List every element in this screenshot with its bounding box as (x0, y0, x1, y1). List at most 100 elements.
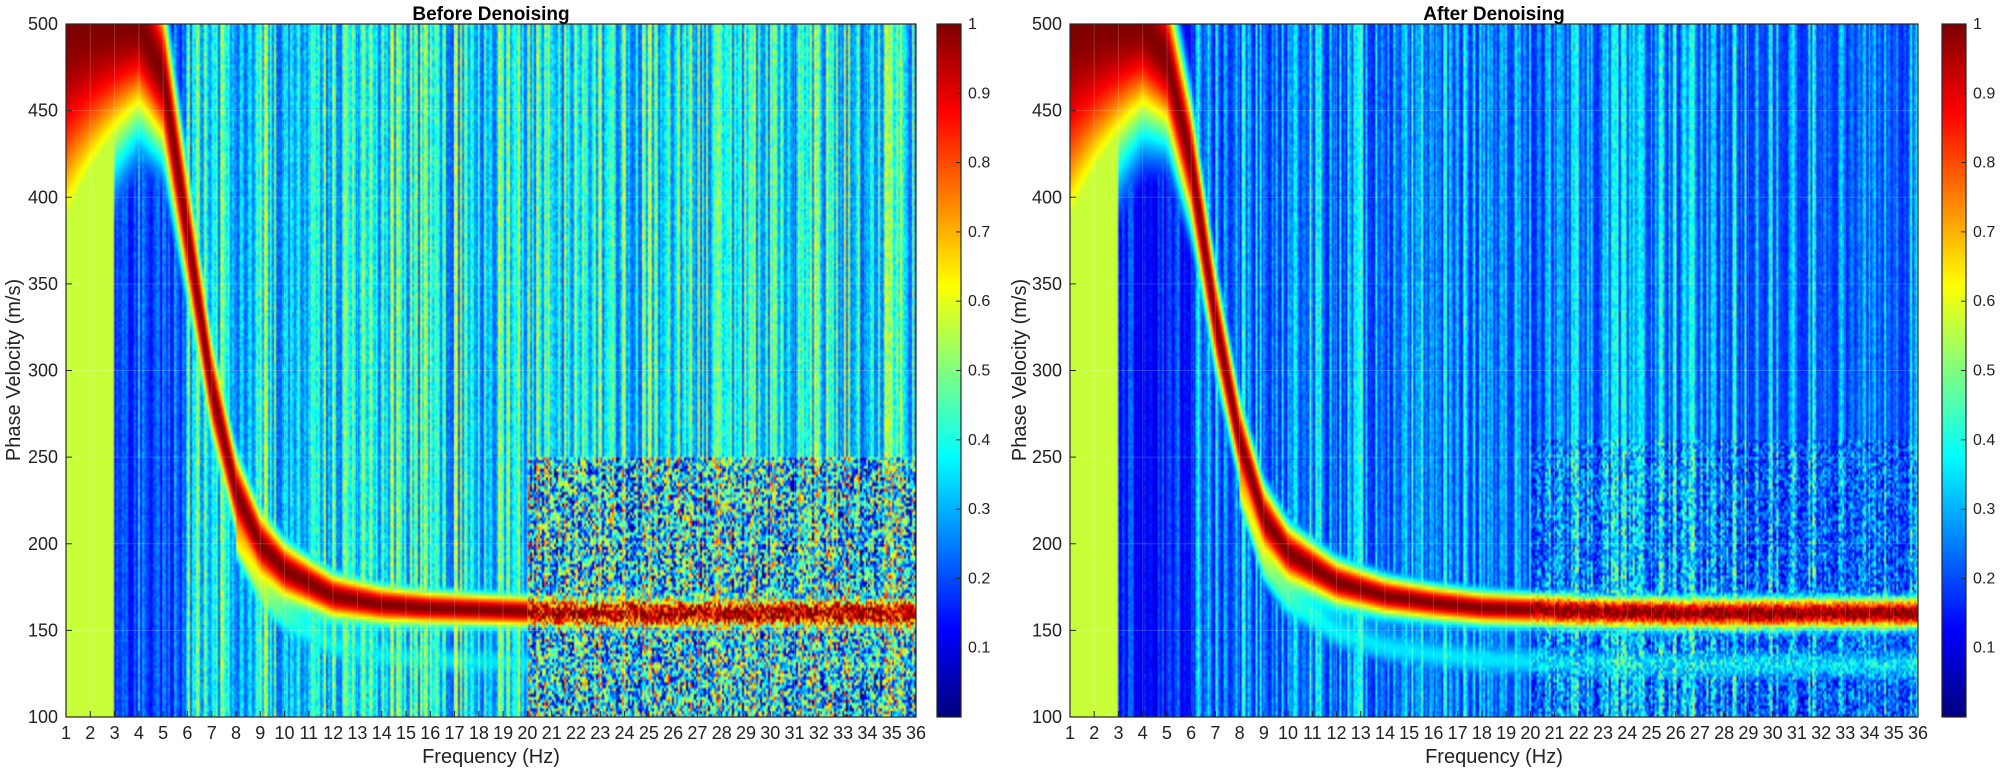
x-tick-label: 23 (1593, 723, 1613, 743)
x-tick-label: 15 (396, 723, 416, 743)
heatmap-image (66, 24, 916, 717)
x-tick-label: 35 (1884, 723, 1904, 743)
y-tick-label: 450 (1032, 101, 1062, 121)
x-tick-label: 21 (542, 723, 562, 743)
grid-lines (1069, 23, 1919, 718)
y-tick-label: 350 (28, 274, 58, 294)
colorbar-tick-label: 0.6 (968, 293, 990, 310)
x-tick-label: 8 (231, 723, 241, 743)
x-tick-label: 22 (1569, 723, 1589, 743)
y-tick-label: 150 (28, 620, 58, 640)
colorbar-tick-label: 0.3 (1973, 501, 1995, 518)
x-tick-label: 6 (1186, 723, 1196, 743)
x-tick-label: 1 (61, 723, 71, 743)
x-tick-label: 33 (833, 723, 853, 743)
x-tick-label: 3 (110, 723, 120, 743)
x-tick-label: 35 (882, 723, 902, 743)
colorbar-tick-label: 0.2 (968, 570, 990, 587)
chart-title: After Denoising (1423, 4, 1564, 25)
x-tick-label: 1 (1065, 723, 1075, 743)
y-tick-label: 150 (1032, 620, 1062, 640)
x-tick-label: 13 (347, 723, 367, 743)
colorbar-tick-label: 0.9 (968, 85, 990, 102)
colorbar-tick-label: 0.7 (968, 224, 990, 241)
colorbar-tick-label: 0.1 (1973, 640, 1995, 657)
x-tick-label: 18 (469, 723, 489, 743)
chart-after-denoising: After Denoising 1 2 3 4 5 6 7 8 9 10 11 12 13 14 15 16 1… (1009, 4, 1995, 768)
x-tick-label: 16 (1423, 723, 1443, 743)
x-tick-label: 29 (736, 723, 756, 743)
colorbar-tick-label: 0.9 (1973, 85, 1995, 102)
x-tick-label: 10 (1278, 723, 1298, 743)
x-tick-label: 28 (1714, 723, 1734, 743)
y-tick-label: 100 (28, 707, 58, 727)
x-tick-label: 17 (1448, 723, 1468, 743)
y-tick-label: 200 (1032, 534, 1062, 554)
x-tick-label: 31 (785, 723, 805, 743)
x-tick-label: 32 (1811, 723, 1831, 743)
x-tick-label: 13 (1351, 723, 1371, 743)
colorbar-tick-label: 0.4 (1973, 432, 1995, 449)
chart-title: Before Denoising (412, 4, 569, 25)
chart-before-denoising: Before Denoising 1 2 3 4 5 6 7 8 9 10 11 12 13 14 15 16… (3, 4, 990, 768)
y-tick-label: 100 (1032, 707, 1062, 727)
x-tick-label: 25 (1641, 723, 1661, 743)
x-tick-label: 8 (1235, 723, 1245, 743)
x-axis-label: Frequency (Hz) (422, 746, 560, 768)
x-tick-label: 14 (372, 723, 392, 743)
x-tick-label: 21 (1545, 723, 1565, 743)
colorbar-tick-label: 0.5 (1973, 363, 1995, 380)
x-tick-label: 29 (1738, 723, 1758, 743)
x-tick-label: 7 (1210, 723, 1220, 743)
x-tick-label: 20 (1520, 723, 1540, 743)
colorbar-ticks: 0.1 0.2 0.3 0.4 0.5 0.6 0.7 0.8 0.9 1 (956, 16, 990, 657)
x-tick-label: 16 (420, 723, 440, 743)
x-tick-label: 18 (1472, 723, 1492, 743)
x-tick-label: 25 (639, 723, 659, 743)
colorbar-tick-label: 0.8 (968, 155, 990, 172)
x-tick-label: 6 (182, 723, 192, 743)
x-tick-label: 30 (760, 723, 780, 743)
x-tick-label: 23 (590, 723, 610, 743)
y-tick-label: 200 (28, 534, 58, 554)
x-axis-label: Frequency (Hz) (1425, 746, 1563, 768)
y-tick-label: 400 (1032, 187, 1062, 207)
x-tick-label: 26 (1666, 723, 1686, 743)
x-tick-label: 11 (300, 723, 319, 743)
x-tick-label: 5 (1162, 723, 1172, 743)
x-tick-label: 24 (615, 723, 635, 743)
colorbar-tick-label: 0.8 (1973, 155, 1995, 172)
x-tick-label: 26 (663, 723, 683, 743)
x-tick-label: 7 (207, 723, 217, 743)
x-tick-label: 17 (445, 723, 465, 743)
x-tick-label: 2 (85, 723, 95, 743)
colorbar-tick-label: 0.5 (968, 363, 990, 380)
x-tick-label: 31 (1787, 723, 1807, 743)
x-tick-label: 9 (1259, 723, 1269, 743)
x-tick-label: 33 (1835, 723, 1855, 743)
colorbar-tick-label: 0.3 (968, 501, 990, 518)
heatmap-image (1070, 24, 1918, 717)
colorbar-tick-label: 0.6 (1973, 293, 1995, 310)
x-tick-label: 28 (712, 723, 732, 743)
x-tick-label: 14 (1375, 723, 1395, 743)
x-tick-label: 3 (1113, 723, 1123, 743)
x-axis-ticks: 1 2 3 4 5 6 7 8 9 10 11 12 13 14 15 16 17 18 19 20 21 22 23 24 2… (1065, 711, 1928, 743)
colorbar-tick-label: 1 (1973, 16, 1982, 33)
y-axis-ticks: 100 150 200 250 300 350 400 450 500 (1032, 14, 1076, 727)
x-tick-label: 12 (323, 723, 343, 743)
x-tick-label: 34 (1860, 723, 1880, 743)
x-axis-ticks: 1 2 3 4 5 6 7 8 9 10 11 12 13 14 15 16 17 18 19 20 21 22 23 24 2… (61, 711, 926, 743)
x-tick-label: 2 (1089, 723, 1099, 743)
y-tick-label: 500 (28, 14, 58, 34)
colorbar-ticks: 0.1 0.2 0.3 0.4 0.5 0.6 0.7 0.8 0.9 1 (1961, 16, 1995, 657)
colorbar-tick-label: 1 (968, 16, 977, 33)
y-tick-label: 400 (28, 187, 58, 207)
x-tick-label: 19 (493, 723, 513, 743)
y-tick-label: 500 (1032, 14, 1062, 34)
x-tick-label: 27 (1690, 723, 1710, 743)
colorbar-tick-label: 0.2 (1973, 570, 1995, 587)
x-tick-label: 30 (1763, 723, 1783, 743)
x-tick-label: 9 (255, 723, 265, 743)
y-tick-label: 300 (28, 361, 58, 381)
